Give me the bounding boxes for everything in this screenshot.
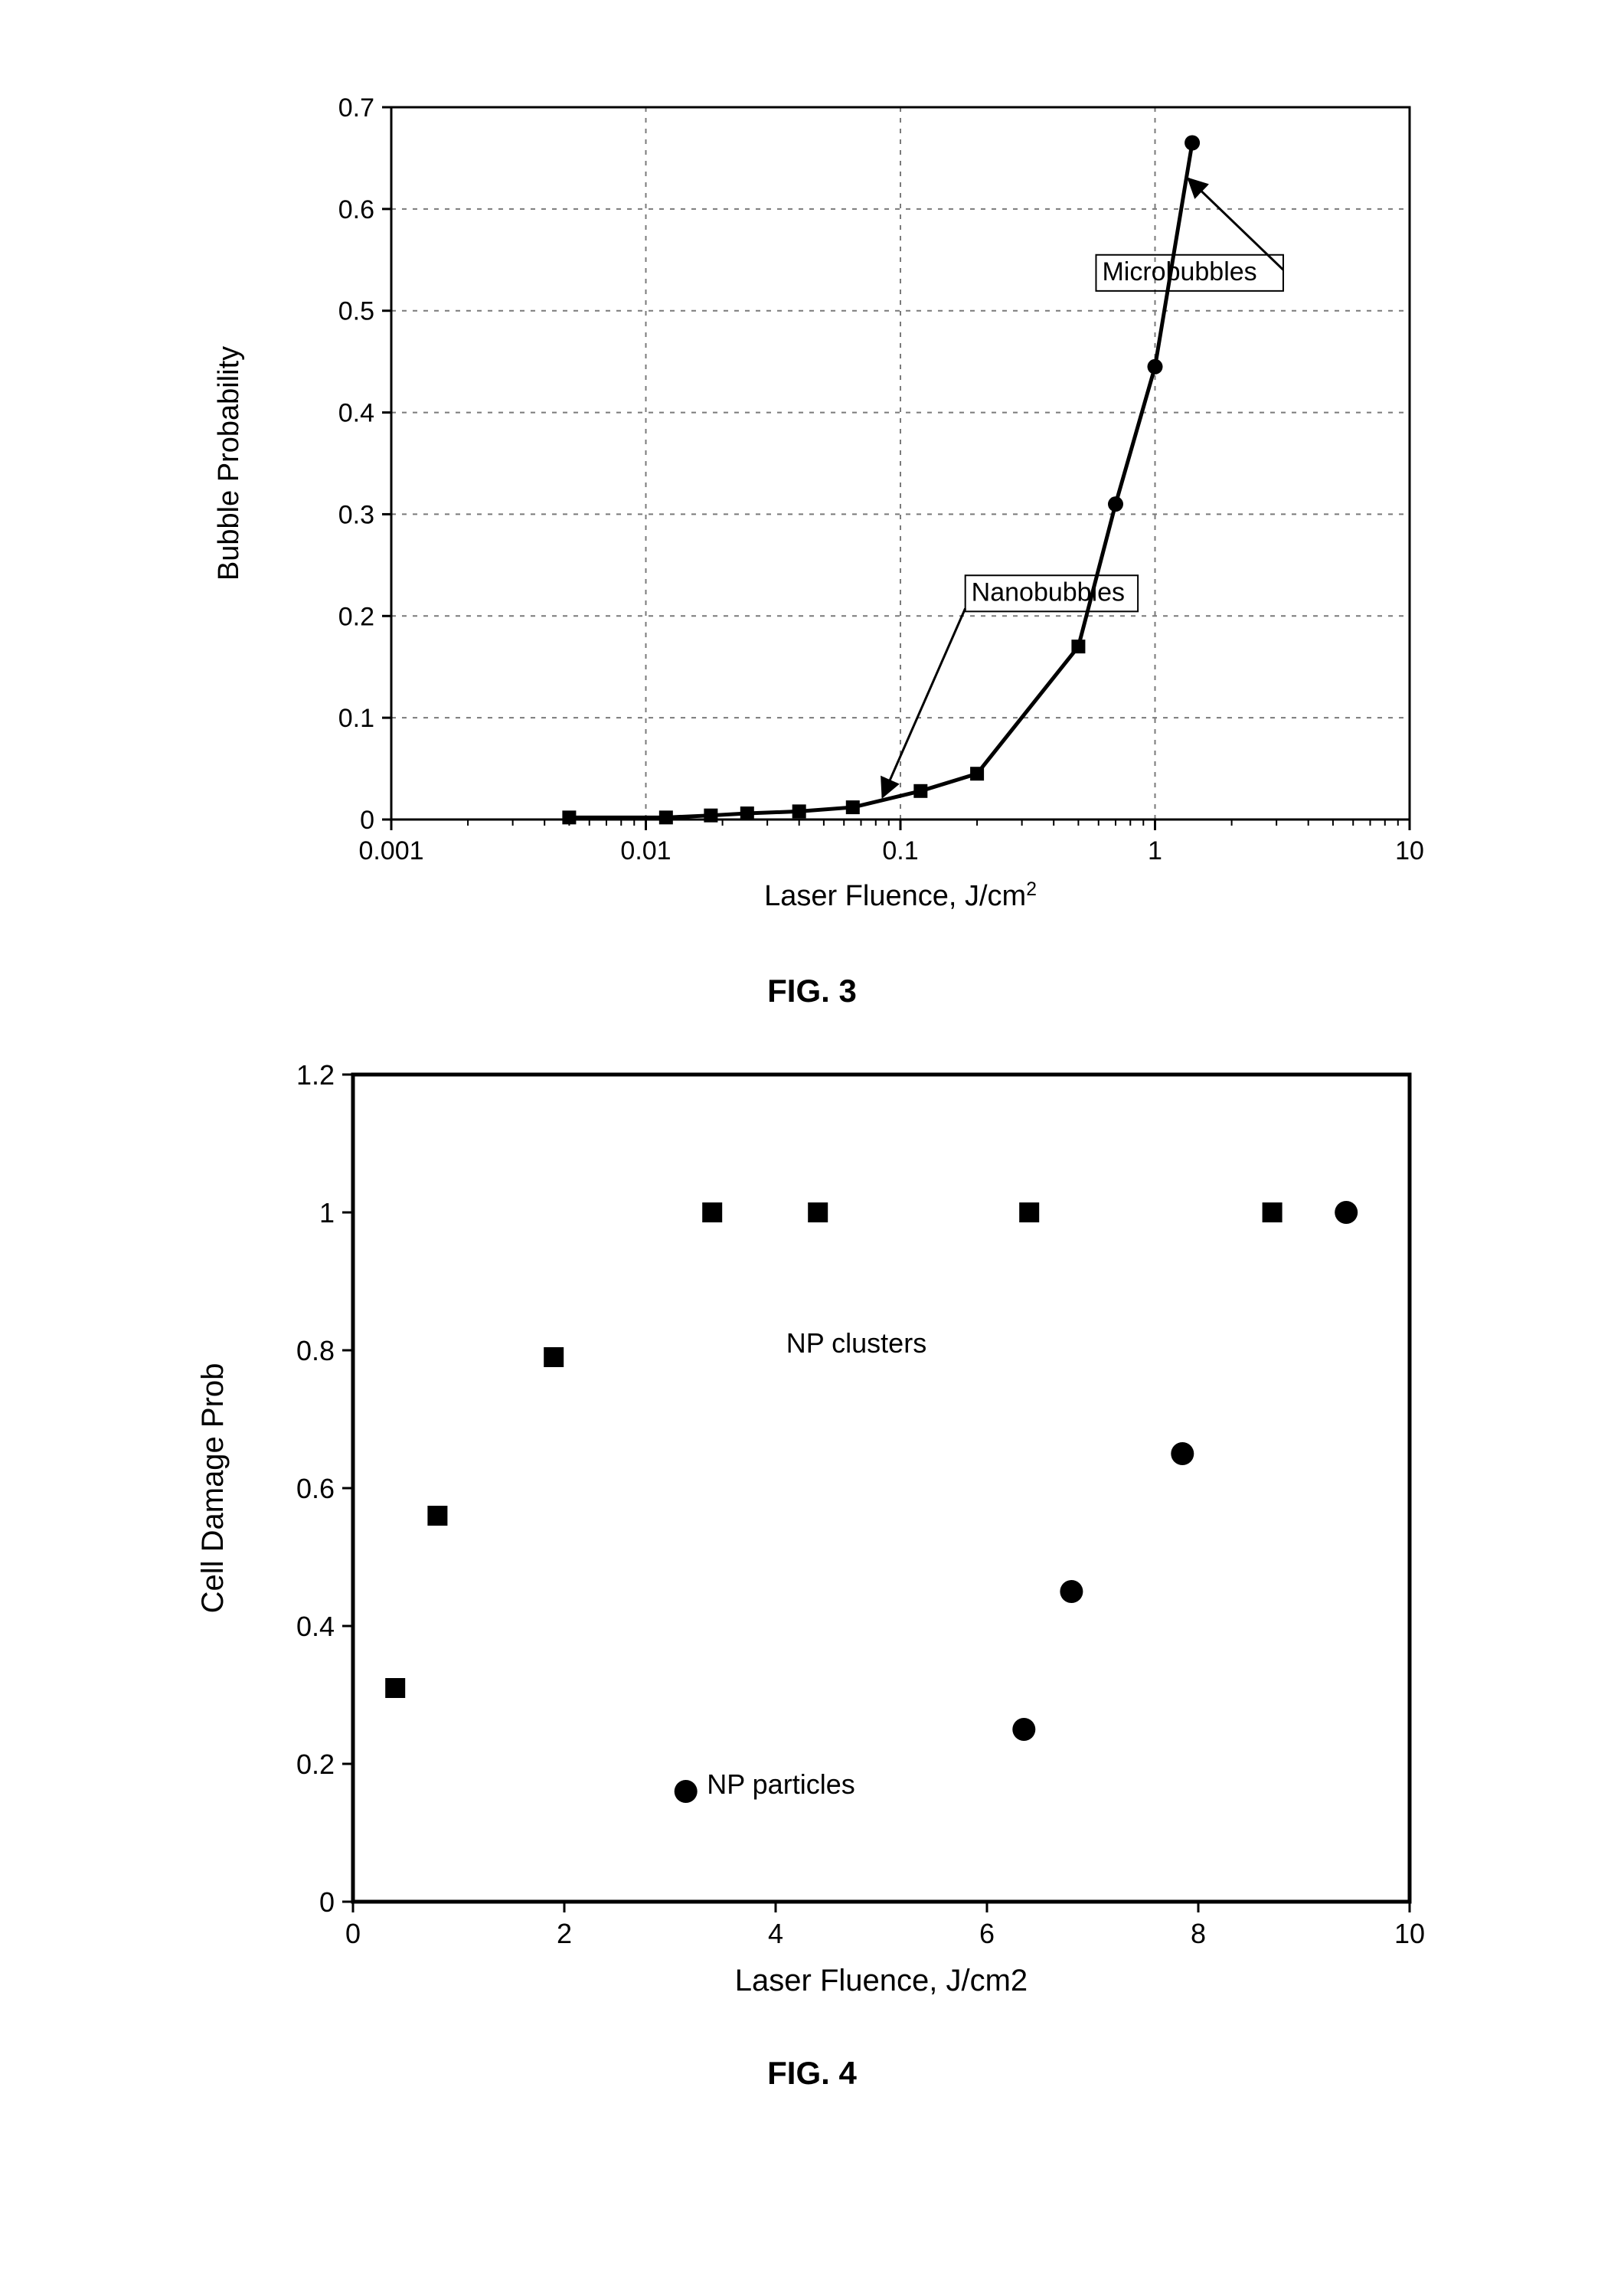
- svg-text:Cell Damage Prob: Cell Damage Prob: [196, 1363, 230, 1614]
- svg-text:1: 1: [319, 1197, 334, 1228]
- svg-text:8: 8: [1190, 1918, 1205, 1949]
- svg-text:10: 10: [1395, 836, 1424, 865]
- svg-text:0.1: 0.1: [882, 836, 918, 865]
- svg-text:0.4: 0.4: [296, 1611, 334, 1642]
- svg-text:0: 0: [319, 1886, 334, 1918]
- svg-text:0.8: 0.8: [296, 1335, 334, 1366]
- svg-text:0.6: 0.6: [296, 1473, 334, 1504]
- svg-text:NP particles: NP particles: [707, 1768, 854, 1800]
- figure-4-caption: FIG. 4: [162, 2055, 1463, 2092]
- svg-text:4: 4: [767, 1918, 783, 1949]
- svg-text:Bubble Probability: Bubble Probability: [213, 346, 245, 581]
- svg-text:0.6: 0.6: [338, 195, 374, 224]
- svg-text:Laser Fluence, J/cm2: Laser Fluence, J/cm2: [764, 879, 1037, 913]
- svg-text:0.3: 0.3: [338, 500, 374, 529]
- svg-text:Nanobubbles: Nanobubbles: [971, 577, 1124, 607]
- svg-text:0.4: 0.4: [338, 399, 374, 428]
- svg-text:Laser Fluence, J/cm2: Laser Fluence, J/cm2: [734, 1964, 1027, 1997]
- svg-text:0.2: 0.2: [338, 602, 374, 631]
- svg-text:Microbubbles: Microbubbles: [1102, 257, 1256, 286]
- svg-text:10: 10: [1394, 1918, 1424, 1949]
- svg-text:1: 1: [1148, 836, 1162, 865]
- svg-text:0.5: 0.5: [338, 297, 374, 326]
- svg-text:0: 0: [345, 1918, 360, 1949]
- figure-4-chart: 0 0.2 0.4 0.6 0.8 1 1.2 0 2 4 6 8 10 Cell Damage Prob…: [162, 1052, 1463, 2032]
- svg-text:0.2: 0.2: [296, 1749, 334, 1780]
- figure-3: 0 0.1 0.2 0.3 0.4 0.5 0.6 0.7 0.001 0.01 0.1 1 10 Bub…: [162, 84, 1463, 1009]
- svg-text:0: 0: [360, 806, 374, 835]
- svg-text:0.001: 0.001: [358, 836, 423, 865]
- figure-4: 0 0.2 0.4 0.6 0.8 1 1.2 0 2 4 6 8 10 Cell Damage Prob…: [162, 1052, 1463, 2092]
- figure-3-caption: FIG. 3: [162, 973, 1463, 1009]
- svg-text:1.2: 1.2: [296, 1059, 334, 1091]
- svg-text:0.01: 0.01: [620, 836, 671, 865]
- svg-text:0.1: 0.1: [338, 704, 374, 733]
- svg-text:0.7: 0.7: [338, 93, 374, 123]
- figure-3-chart: 0 0.1 0.2 0.3 0.4 0.5 0.6 0.7 0.001 0.01 0.1 1 10 Bub…: [162, 84, 1463, 950]
- svg-text:2: 2: [556, 1918, 571, 1949]
- svg-text:NP clusters: NP clusters: [786, 1327, 926, 1359]
- svg-text:6: 6: [979, 1918, 994, 1949]
